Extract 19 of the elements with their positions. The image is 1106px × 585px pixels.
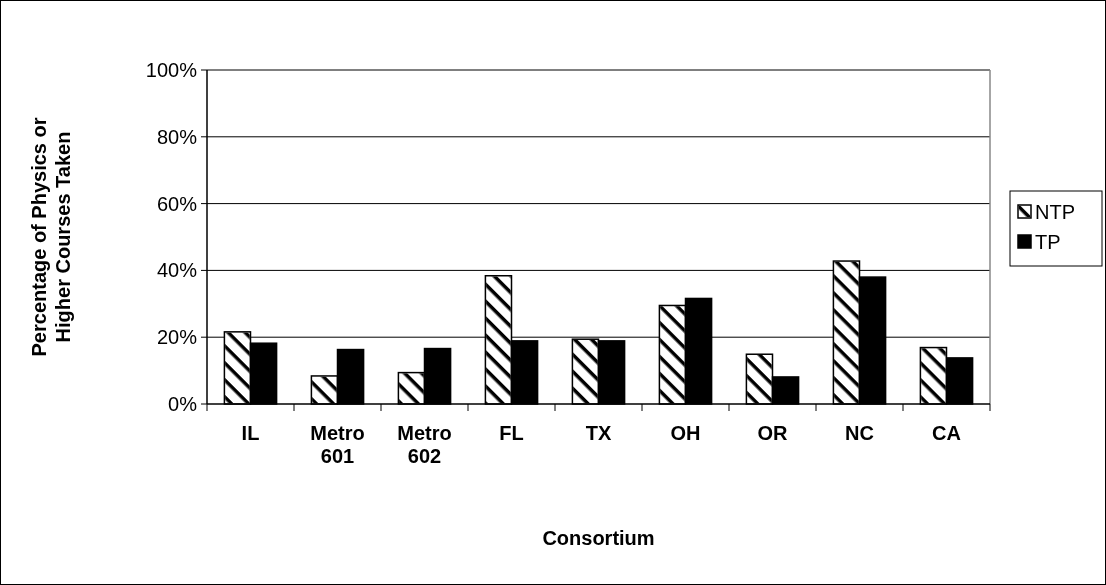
- y-tick-label: 80%: [156, 125, 198, 148]
- x-tick-label: CA: [932, 422, 961, 444]
- y-tick-label: 40%: [156, 259, 198, 282]
- x-tick-label: TX: [585, 422, 612, 444]
- x-tick-label: Metro 601: [310, 422, 365, 467]
- y-axis-title: Percentage of Physics or Higher Courses Taken: [28, 117, 74, 357]
- x-tick-label: IL: [241, 422, 260, 444]
- x-tick-label: FL: [499, 422, 524, 444]
- x-tick-label: OR: [757, 422, 789, 444]
- legend-label: TP: [1035, 231, 1061, 253]
- y-tick-label: 20%: [156, 326, 198, 349]
- x-tick-label: NC: [845, 422, 874, 444]
- x-tick-label: Metro 602: [397, 422, 452, 467]
- x-tick-label: OH: [670, 422, 701, 444]
- x-axis-title: Consortium: [542, 527, 655, 549]
- legend-label: NTP: [1035, 201, 1075, 223]
- y-tick-label: 60%: [156, 192, 198, 215]
- y-tick-label: 100%: [145, 59, 198, 81]
- y-tick-label: 0%: [168, 393, 198, 415]
